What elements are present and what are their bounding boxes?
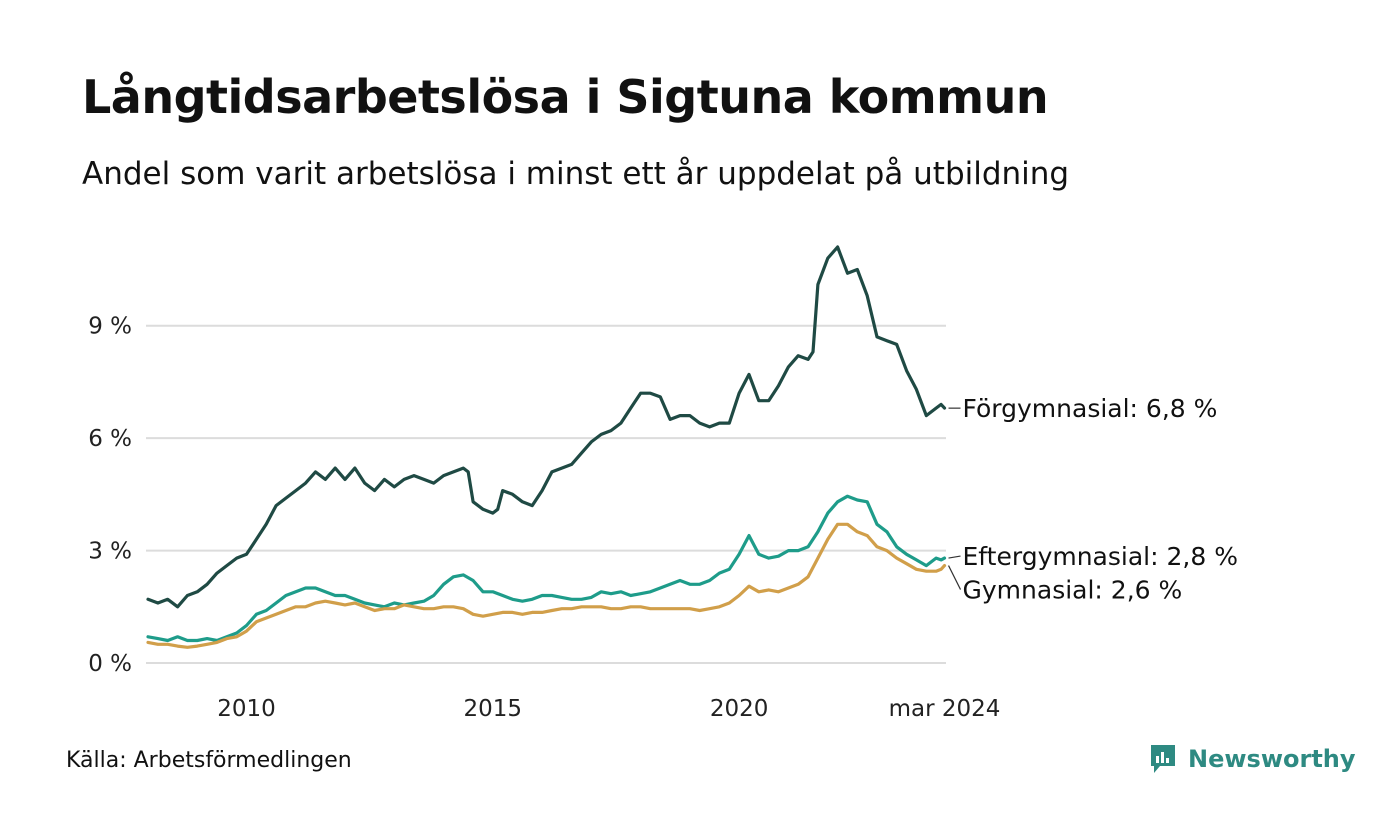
brand-name: Newsworthy: [1188, 745, 1356, 773]
leader-line-gymnasial: [947, 565, 962, 590]
grid-lines: [146, 324, 946, 664]
chart-subtitle: Andel som varit arbetslösa i minst ett å…: [82, 156, 1070, 192]
end-label-eftergymnasial: Eftergymnasial: 2,8 %: [963, 542, 1238, 571]
x-tick-label: 2010: [217, 696, 276, 722]
x-axis-ticks: 2010 2015 2020 mar 2024: [217, 696, 1000, 722]
series-lines: [146, 245, 947, 649]
y-axis-ticks: 0 % 3 % 6 % 9 %: [88, 314, 132, 677]
leader-line-eftergymnasial: [948, 555, 961, 559]
x-tick-label: mar 2024: [889, 696, 1001, 722]
y-tick-label: 9 %: [88, 314, 132, 340]
x-tick-label: 2020: [710, 696, 769, 722]
source-note: Källa: Arbetsförmedlingen: [66, 748, 352, 773]
brand-logo: Newsworthy: [1148, 742, 1356, 776]
end-label-gymnasial: Gymnasial: 2,6 %: [963, 576, 1183, 605]
y-tick-label: 6 %: [88, 426, 132, 452]
end-labels: Förgymnasial: 6,8 % Eftergymnasial: 2,8 %…: [947, 394, 1238, 605]
x-tick-label: 2015: [464, 696, 523, 722]
chart-title: Långtidsarbetslösa i Sigtuna kommun: [82, 70, 1049, 124]
series-line-frgymnasial: [146, 245, 947, 609]
series-line-gymnasial: [146, 522, 947, 649]
end-label-frgymnasial: Förgymnasial: 6,8 %: [963, 394, 1218, 423]
y-tick-label: 0 %: [88, 651, 132, 677]
y-tick-label: 3 %: [88, 539, 132, 565]
newsworthy-logo-icon: [1151, 745, 1175, 773]
series-line-eftergymnasial: [146, 494, 947, 643]
